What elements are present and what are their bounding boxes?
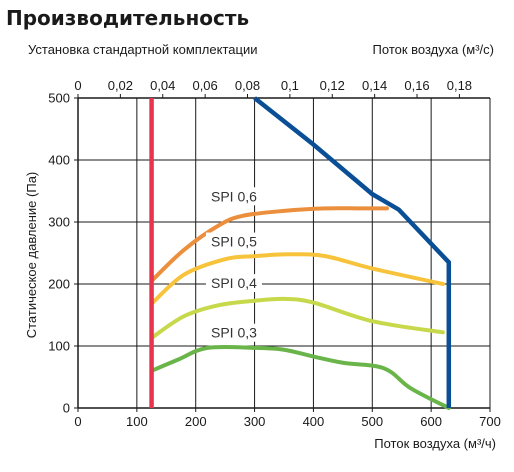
top-axis-label: Поток воздуха (м³/с) — [372, 42, 494, 57]
series-line-03 — [149, 344, 451, 410]
x2-tick-label: 0,1 — [281, 78, 299, 93]
x-tick-label: 500 — [361, 414, 383, 429]
x2-tick-label: 0,16 — [404, 78, 429, 93]
chart-title: Производительность — [6, 6, 250, 30]
y-axis-label: Статическое давление (Па) — [24, 172, 39, 339]
x2-tick-label: 0,04 — [150, 78, 175, 93]
x-tick-label: 600 — [420, 414, 442, 429]
chart-subtitle: Установка стандартной комплектации — [28, 42, 258, 57]
series-line-06 — [149, 206, 389, 283]
spi-annotation: SPI 0,3 — [211, 325, 257, 341]
annotation-bg — [205, 274, 262, 293]
x2-tick-label: 0,06 — [192, 78, 217, 93]
y-tick-label: 0 — [63, 401, 70, 416]
max-performance-line — [253, 96, 452, 408]
bottom-axis-label: Поток воздуха (м³/ч) — [374, 436, 496, 451]
spi-annotation: SPI 0,4 — [211, 275, 257, 291]
x-tick-label: 100 — [126, 414, 148, 429]
x2-tick-label: 0,12 — [320, 78, 345, 93]
spi-annotation: SPI 0,5 — [211, 234, 257, 250]
x2-tick-label: 0 — [74, 78, 81, 93]
x-tick-label: 400 — [303, 414, 325, 429]
x2-tick-label: 0,02 — [108, 78, 133, 93]
x-tick-label: 300 — [244, 414, 266, 429]
y-tick-label: 400 — [48, 153, 70, 168]
annotation-bg — [205, 323, 262, 342]
x2-tick-label: 0,14 — [362, 78, 387, 93]
x2-tick-label: 0,18 — [447, 78, 472, 93]
x-tick-label: 0 — [74, 414, 81, 429]
y-tick-label: 200 — [48, 277, 70, 292]
annotation-bg — [205, 187, 262, 206]
annotation-bg — [205, 232, 262, 251]
y-tick-label: 100 — [48, 339, 70, 354]
spi-annotation: SPI 0,6 — [211, 188, 257, 204]
y-tick-label: 500 — [48, 91, 70, 106]
y-tick-label: 300 — [48, 215, 70, 230]
x2-tick-label: 0,08 — [235, 78, 260, 93]
x-tick-label: 200 — [185, 414, 207, 429]
x-tick-label: 700 — [479, 414, 501, 429]
series-line-05 — [149, 252, 445, 306]
series-line-04 — [149, 296, 445, 340]
